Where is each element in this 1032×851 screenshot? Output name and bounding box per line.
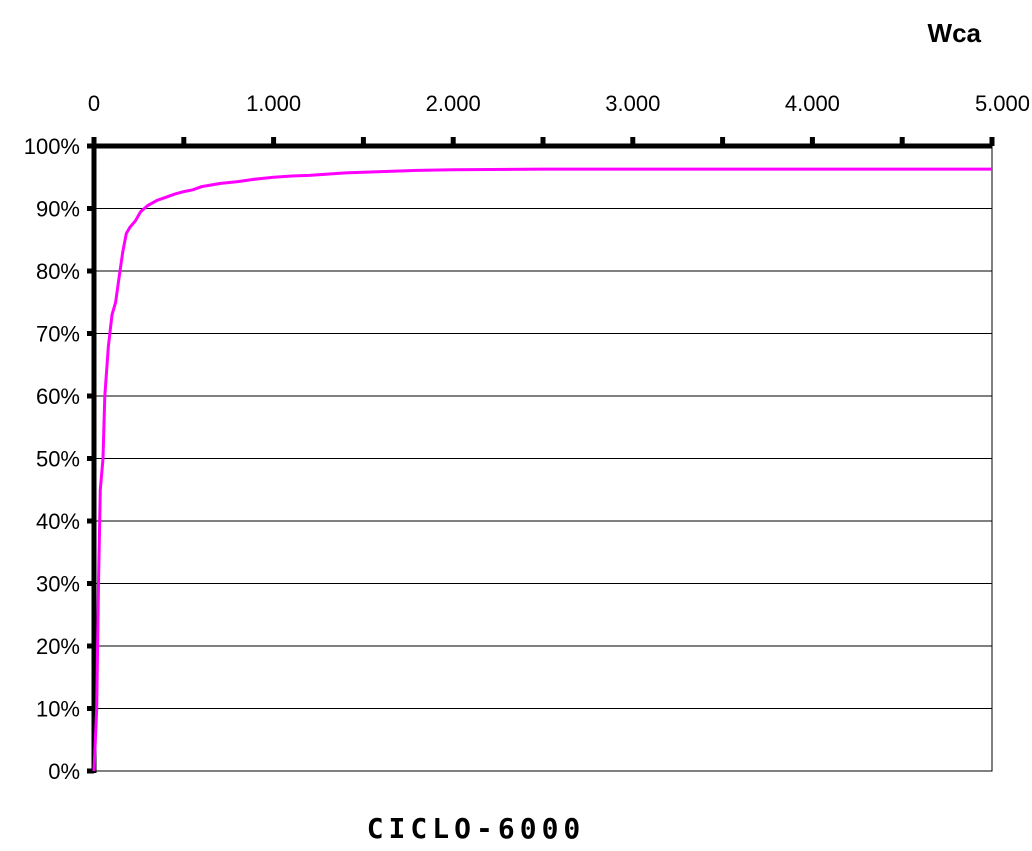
y-tick-label: 80%	[36, 259, 80, 284]
series-line	[92, 167, 992, 772]
x-tick-label: 2.000	[426, 91, 481, 116]
y-tick-label: 10%	[36, 697, 80, 722]
y-tick-label: 20%	[36, 634, 80, 659]
x-tick-label: 4.000	[785, 91, 840, 116]
y-tick-label: 70%	[36, 322, 80, 347]
y-ticks: 0% 10% 20% 30% 40% 50% 60% 70% 80% 90% 100%	[24, 134, 94, 784]
x-axis-title: Wca	[928, 18, 982, 48]
y-tick-label: 30%	[36, 572, 80, 597]
x-tick-label: 0	[88, 91, 100, 116]
y-tick-label: 90%	[36, 197, 80, 222]
y-tick-label: 50%	[36, 447, 80, 472]
y-tick-label: 100%	[24, 134, 80, 159]
y-tick-label: 0%	[48, 759, 80, 784]
x-tick-label: 5.000	[975, 91, 1030, 116]
x-ticks: 0 1.000 2.000 3.000 4.000 5.000	[88, 91, 1030, 146]
chart-title: CICLO-6000	[366, 812, 586, 845]
gridlines	[94, 208, 992, 772]
y-tick-label: 60%	[36, 384, 80, 409]
y-tick-label: 40%	[36, 509, 80, 534]
x-tick-label: 3.000	[605, 91, 660, 116]
x-tick-label: 1.000	[246, 91, 301, 116]
